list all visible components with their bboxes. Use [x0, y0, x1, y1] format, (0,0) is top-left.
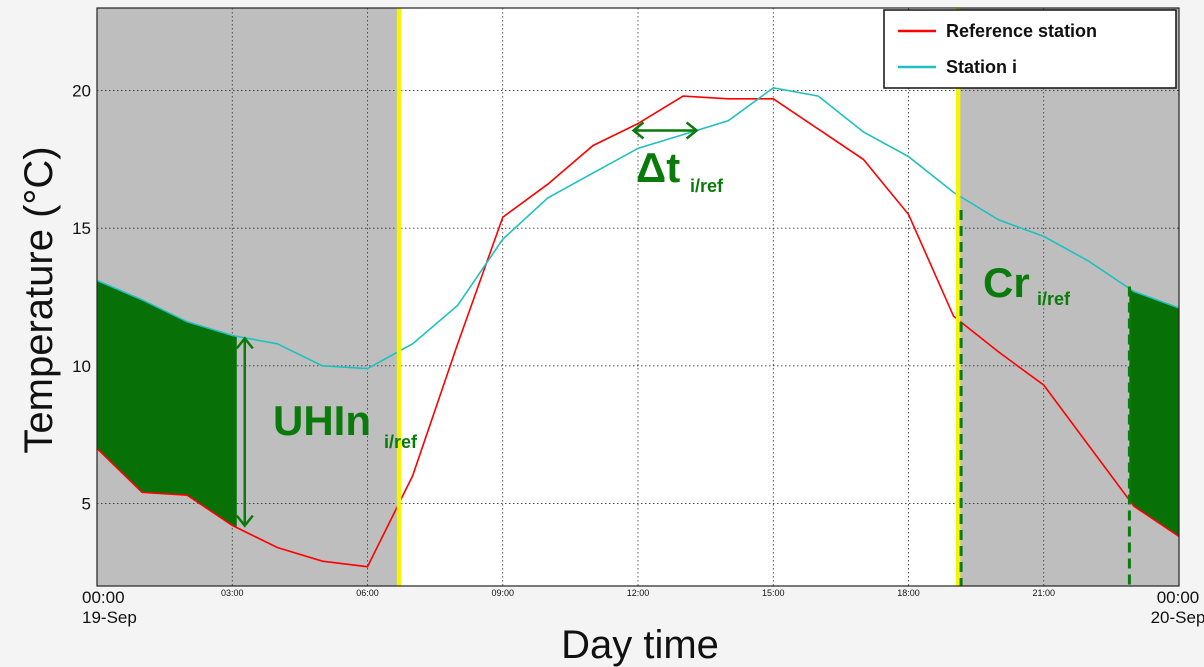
- series-lines: [97, 86, 1179, 568]
- x-tick-sublabel-0: 19-Sep: [82, 608, 137, 627]
- x-tick-label-5: 15:00: [762, 588, 785, 598]
- dt-arrow-head-right: [685, 121, 699, 140]
- uhi-fill-regions: [97, 280, 1179, 537]
- legend-box: [883, 9, 1177, 89]
- annotations: UHIn i/ref Δt i/ref Cr i/ref: [235, 8, 1131, 586]
- y-tick-label-5: 5: [82, 494, 91, 513]
- x-tick-label-1: 03:00: [221, 588, 244, 598]
- x-axis-label: Day time: [561, 623, 719, 667]
- x-tick-label-8: 00:00: [1157, 588, 1200, 607]
- legend: Reference station Station i: [883, 9, 1177, 89]
- plot-frame: [96, 7, 1180, 587]
- x-tick-label-4: 12:00: [627, 588, 650, 598]
- night-region-0: [97, 8, 400, 586]
- uhi-label-subscript: i/ref: [384, 432, 418, 452]
- series-line-1: [97, 86, 1179, 370]
- legend-label-reference: Reference station: [946, 21, 1097, 41]
- y-tick-label-10: 10: [72, 357, 91, 376]
- grid: [97, 8, 1179, 586]
- uhi-arrow-head-top: [235, 336, 254, 350]
- uhi-fill-region-1: [1129, 288, 1179, 537]
- cr-label: Cr: [983, 259, 1030, 306]
- x-tick-label-6: 18:00: [897, 588, 920, 598]
- y-axis-label: Temperature (°C): [17, 146, 61, 453]
- y-tick-label-20: 20: [72, 82, 91, 101]
- x-tick-label-3: 09:00: [491, 588, 514, 598]
- dt-arrow-head-left: [631, 121, 645, 140]
- uhi-arrow-head-bottom: [235, 514, 254, 528]
- uhi-fill-region-0: [97, 280, 237, 528]
- dt-label-subscript: i/ref: [690, 176, 724, 196]
- x-tick-label-7: 21:00: [1032, 588, 1055, 598]
- x-tick-sublabel-8: 20-Sep: [1151, 608, 1204, 627]
- cr-label-subscript: i/ref: [1037, 289, 1071, 309]
- x-tick-label-2: 06:00: [356, 588, 379, 598]
- series-line-0: [97, 95, 1179, 568]
- uhi-label: UHIn: [273, 397, 371, 444]
- legend-label-station: Station i: [946, 57, 1017, 77]
- y-tick-label-15: 15: [72, 219, 91, 238]
- x-tick-label-0: 00:00: [82, 588, 125, 607]
- dt-label: Δt: [636, 144, 680, 191]
